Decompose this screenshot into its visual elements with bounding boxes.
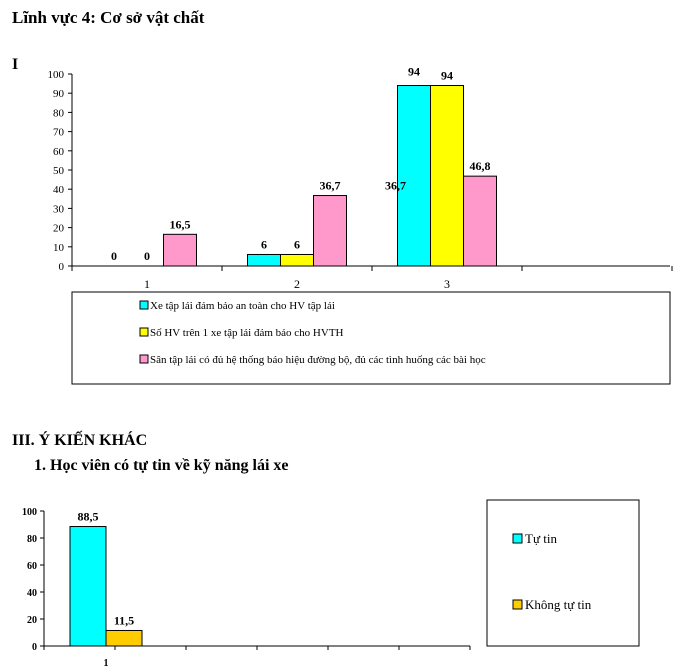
- data-label: 6: [261, 237, 267, 251]
- section3-title: III. Ý KIẾN KHÁC: [12, 432, 148, 449]
- bar-series3: [163, 233, 197, 267]
- data-label: 94: [441, 69, 453, 83]
- y-tick-label: 60: [27, 561, 37, 572]
- bar-series3: [463, 175, 497, 267]
- roman-numeral-label: I: [12, 56, 19, 73]
- x-tick-label: 3: [444, 277, 450, 291]
- data-label: 36,7: [385, 179, 406, 193]
- legend-label: Xe tập lái đảm bảo an toàn cho HV tập lá…: [150, 300, 335, 312]
- legend-label: Số HV trên 1 xe tập lái đảm bảo cho HVTH: [150, 327, 344, 339]
- y-tick-label: 100: [48, 69, 65, 81]
- bar-series1: [397, 85, 431, 267]
- y-tick-label: 0: [59, 261, 65, 273]
- y-tick-label: 90: [53, 88, 65, 100]
- bar-series3: [313, 195, 347, 267]
- legend-swatch: [139, 354, 149, 364]
- legend-label: Không tự tin: [525, 597, 592, 612]
- legend-swatch: [139, 300, 149, 310]
- x-tick-label: 1: [104, 658, 109, 669]
- y-tick-label: 100: [22, 507, 37, 518]
- bar-series2: [430, 85, 464, 267]
- y-tick-label: 40: [27, 588, 37, 599]
- data-label: 6: [294, 237, 300, 251]
- data-label: 0: [111, 249, 117, 263]
- data-label: 36,7: [320, 179, 341, 193]
- legend-box: [71, 291, 671, 385]
- y-tick-label: 30: [53, 203, 65, 215]
- data-label: 46,8: [470, 159, 491, 173]
- legend-label: Sân tập lái có đủ hệ thống báo hiệu đườn…: [150, 354, 486, 366]
- y-tick-label: 20: [53, 223, 65, 235]
- y-tick-label: 50: [53, 165, 65, 177]
- y-tick-label: 20: [27, 615, 37, 626]
- y-tick-label: 60: [53, 146, 65, 158]
- data-label: 16,5: [170, 217, 191, 231]
- bar-series1: [69, 526, 107, 647]
- legend-box: [486, 499, 640, 647]
- data-label: 11,5: [114, 613, 134, 627]
- x-tick-label: 1: [144, 277, 150, 291]
- y-tick-label: 80: [53, 107, 65, 119]
- legend-swatch: [139, 327, 149, 337]
- bar-series2: [105, 629, 143, 647]
- y-tick-label: 40: [53, 184, 65, 196]
- y-tick-label: 10: [53, 242, 65, 254]
- confidence-bar-chart: 0 20 40 60 80 100 1 88,5 11,5 Tự tin Không tự tin: [22, 499, 640, 669]
- legend-swatch: [512, 533, 523, 544]
- y-tick-label: 70: [53, 127, 65, 139]
- bar-series2: [280, 253, 314, 267]
- legend-swatch: [512, 599, 523, 610]
- bar-series1: [247, 253, 281, 267]
- data-label: 0: [144, 249, 150, 263]
- section-title: Lĩnh vực 4: Cơ sở vật chất: [12, 8, 205, 27]
- question-title: 1. Học viên có tự tin về kỹ năng lái xe: [34, 457, 289, 474]
- y-tick-label: 80: [27, 534, 37, 545]
- data-label: 94: [408, 65, 420, 79]
- y-tick-label: 0: [32, 642, 37, 653]
- x-tick-label: 2: [294, 277, 300, 291]
- legend-label: Tự tin: [525, 531, 557, 546]
- data-label: 88,5: [78, 510, 99, 524]
